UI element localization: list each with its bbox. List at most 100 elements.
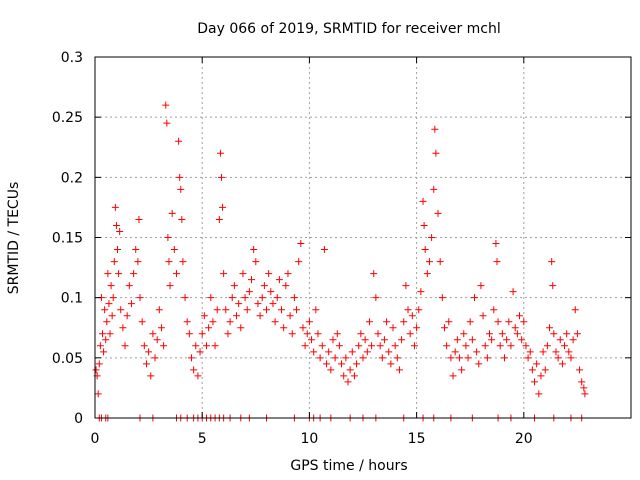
data-point (320, 246, 328, 254)
data-point (395, 366, 403, 374)
data-point (102, 336, 110, 344)
data-point (127, 300, 135, 308)
data-point (402, 282, 410, 290)
data-point (531, 378, 539, 386)
data-point (230, 282, 238, 290)
data-point (196, 348, 204, 356)
data-point (166, 282, 174, 290)
data-point (528, 366, 536, 374)
data-point (190, 366, 198, 374)
data-point (250, 246, 258, 254)
data-point (265, 270, 273, 278)
data-point (453, 336, 461, 344)
y-tick-label: 0 (74, 411, 83, 427)
data-point (415, 306, 423, 314)
data-point (539, 348, 547, 356)
data-point (125, 282, 133, 290)
data-point (104, 270, 112, 278)
data-point (140, 342, 148, 350)
data-point (425, 258, 433, 266)
data-point (170, 246, 178, 254)
data-point (501, 354, 509, 362)
data-point (460, 330, 468, 338)
data-point (558, 360, 566, 368)
data-point (185, 330, 193, 338)
data-point (481, 342, 489, 350)
data-point (260, 282, 268, 290)
data-point (518, 336, 526, 344)
data-point (136, 294, 144, 302)
data-point (365, 318, 373, 326)
data-point (498, 330, 506, 338)
data-point (488, 336, 496, 344)
data-point (114, 246, 122, 254)
data-point (509, 288, 517, 296)
data-point (205, 324, 213, 332)
data-point (436, 258, 444, 266)
data-point (535, 390, 543, 398)
x-tick-label: 0 (91, 431, 100, 447)
data-point (503, 336, 511, 344)
data-point (432, 149, 440, 157)
data-point (526, 348, 534, 356)
data-point (153, 336, 161, 344)
data-point (241, 294, 249, 302)
data-point (305, 318, 313, 326)
data-point (505, 318, 513, 326)
data-point (383, 318, 391, 326)
data-point (252, 258, 260, 266)
data-point (181, 294, 189, 302)
data-point (248, 276, 256, 284)
data-point (216, 149, 224, 157)
data-point (175, 137, 183, 145)
data-point (368, 342, 376, 350)
data-point (340, 372, 348, 380)
data-point (245, 288, 253, 296)
data-point (202, 342, 210, 350)
data-point (256, 312, 264, 320)
data-point (226, 318, 234, 326)
data-point (108, 312, 116, 320)
data-point (314, 330, 322, 338)
data-point (142, 360, 150, 368)
data-point (473, 348, 481, 356)
data-point (237, 324, 245, 332)
data-point (537, 372, 545, 380)
data-point (228, 294, 236, 302)
data-point (378, 354, 386, 362)
data-point (293, 306, 301, 314)
chart-title: Day 066 of 2019, SRMTID for receiver mch… (197, 21, 501, 37)
data-point (92, 366, 100, 374)
data-point (325, 348, 333, 356)
data-point (149, 330, 157, 338)
data-point (580, 384, 588, 392)
data-point (135, 215, 143, 223)
data-point (194, 372, 202, 380)
data-point (477, 282, 485, 290)
data-point (410, 342, 418, 350)
data-point (338, 360, 346, 368)
data-point (327, 366, 335, 374)
data-point (522, 342, 530, 350)
data-point (507, 342, 515, 350)
data-point (455, 354, 463, 362)
data-point (445, 318, 453, 326)
data-point (239, 270, 247, 278)
data-point (420, 221, 428, 229)
data-point (483, 354, 491, 362)
data-point (430, 185, 438, 193)
data-point (115, 270, 123, 278)
data-point (567, 354, 575, 362)
data-point (95, 360, 103, 368)
data-point (363, 348, 371, 356)
data-point (224, 330, 232, 338)
data-point (541, 366, 549, 374)
data-point (524, 354, 532, 362)
data-point (215, 215, 223, 223)
data-point (443, 342, 451, 350)
data-point (578, 378, 586, 386)
data-point (219, 203, 227, 211)
data-point (121, 342, 129, 350)
data-point (145, 348, 153, 356)
data-point (176, 173, 184, 181)
